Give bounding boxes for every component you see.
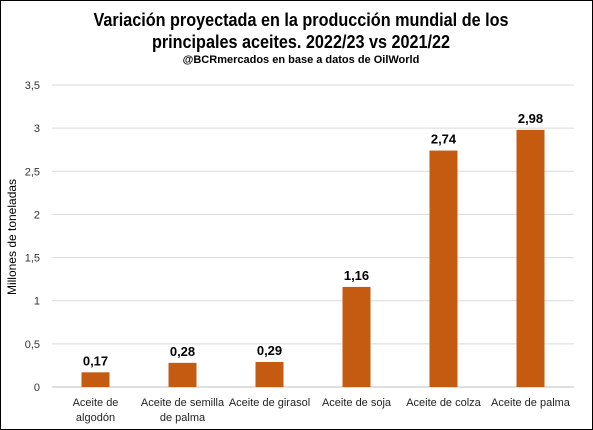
y-tick-label: 3 (34, 123, 40, 135)
category-label: Aceite de palma (491, 397, 571, 409)
category-label: Aceite de colza (406, 397, 481, 409)
y-tick-label: 1 (34, 296, 40, 308)
chart-title-line-1: Variación proyectada en la producción mu… (93, 10, 509, 30)
bar (342, 286, 371, 387)
bar (429, 150, 458, 387)
y-tick-label: 3,5 (25, 80, 40, 92)
data-label: 2,74 (431, 132, 457, 147)
bar (81, 372, 110, 387)
chart-subtitle: @BCRmercados en base a datos de OilWorld (182, 54, 420, 66)
y-tick-label: 1,5 (25, 253, 40, 265)
chart-title-line-2: principales aceites. 2022/23 vs 2021/22 (151, 32, 451, 52)
chart-title: Variación proyectada en la producción mu… (67, 9, 535, 53)
data-label: 0,17 (83, 353, 108, 368)
y-tick-label: 2,5 (25, 166, 40, 178)
category-label: Aceite de soja (322, 397, 392, 409)
bar (255, 361, 284, 387)
y-axis-ticks: 0 0,5 1 1,5 2 2,5 3 3,5 (25, 80, 40, 394)
data-label: 1,16 (344, 268, 369, 283)
data-label: 0,28 (170, 344, 195, 359)
data-labels: 0,17 0,28 0,29 1,16 2,74 2,98 (83, 111, 543, 368)
y-tick-label: 2 (34, 209, 40, 221)
y-tick-label: 0 (34, 382, 40, 394)
x-axis-categories: Aceite de algodón Aceite de semilla de palm… (73, 397, 571, 424)
data-label: 2,98 (518, 111, 543, 126)
gridlines (52, 84, 574, 388)
bar (168, 362, 197, 387)
y-tick-label: 0,5 (25, 339, 40, 351)
bars (81, 129, 545, 387)
y-axis-label: Millones de toneladas (5, 179, 19, 295)
category-label: Aceite de semilla de palma (141, 397, 225, 424)
category-label: Aceite de algodón (73, 397, 119, 424)
category-label: Aceite de girasol (229, 397, 310, 409)
data-label: 0,29 (257, 343, 282, 358)
bar (516, 129, 545, 387)
